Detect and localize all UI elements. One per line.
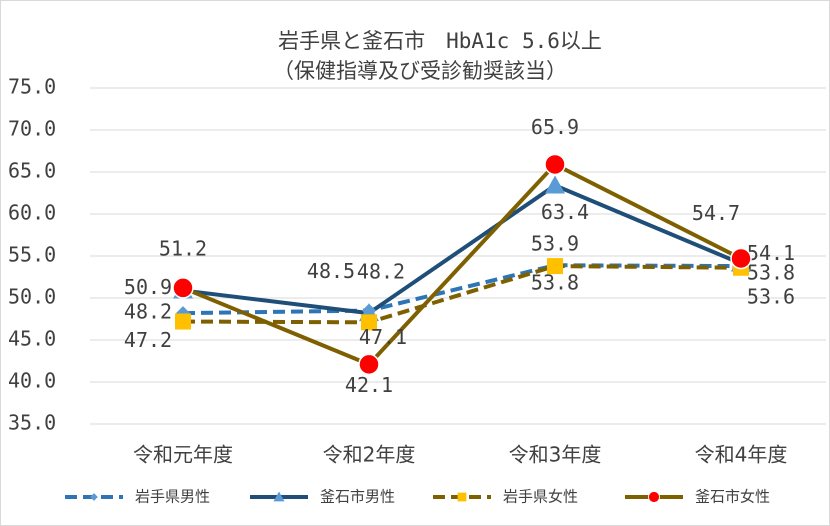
y-tick-label: 45.0 <box>8 327 56 351</box>
legend-label: 岩手県男性 <box>135 488 210 506</box>
value-label: 42.1 <box>345 373 393 397</box>
legend-marker <box>648 491 660 503</box>
x-tick-label: 令和2年度 <box>323 443 416 467</box>
value-label: 53.8 <box>747 261 795 285</box>
data-point <box>175 313 191 330</box>
data-point <box>361 314 377 331</box>
y-tick-label: 75.0 <box>8 75 56 99</box>
x-tick-label: 令和3年度 <box>509 443 602 467</box>
y-tick-label: 40.0 <box>8 369 56 393</box>
legend-label: 岩手県女性 <box>503 488 578 506</box>
x-tick-label: 令和元年度 <box>133 443 233 467</box>
series-line <box>182 264 742 325</box>
y-tick-label: 60.0 <box>8 201 56 225</box>
legend-marker <box>457 492 467 502</box>
series-line <box>182 183 742 316</box>
value-label: 63.4 <box>541 200 589 224</box>
legend-label: 釜石市女性 <box>695 488 770 506</box>
series-line <box>182 161 742 367</box>
value-label: 51.2 <box>159 236 207 260</box>
y-tick-label: 70.0 <box>8 117 56 141</box>
legend-label: 釜石市男性 <box>320 488 395 506</box>
value-label: 48.5 <box>307 259 355 283</box>
legend-marker <box>273 491 285 502</box>
value-label: 50.9 <box>124 275 172 299</box>
data-point <box>358 353 380 376</box>
legend-marker <box>90 493 98 501</box>
data-point <box>172 277 194 299</box>
data-point <box>544 153 566 176</box>
value-label: 65.9 <box>531 115 579 139</box>
value-label: 53.8 <box>531 271 579 295</box>
chart-subtitle: （保健指導及び受診勧奨該当） <box>273 59 567 83</box>
value-label: 54.1 <box>747 241 795 265</box>
data-point <box>545 175 565 194</box>
y-tick-label: 55.0 <box>8 243 56 267</box>
value-label: 48.2 <box>357 260 405 284</box>
data-point <box>730 247 752 270</box>
value-label: 53.9 <box>531 232 579 256</box>
y-tick-label: 65.0 <box>8 159 56 183</box>
value-label: 48.2 <box>124 300 172 324</box>
data-point <box>547 258 563 275</box>
y-tick-label: 35.0 <box>8 411 56 435</box>
value-label: 47.1 <box>359 325 407 349</box>
value-label: 47.2 <box>124 328 172 352</box>
y-tick-label: 50.0 <box>8 285 56 309</box>
value-label: 54.7 <box>692 201 740 225</box>
chart-title: 岩手県と釜石市 HbA1c 5.6以上 <box>278 29 602 53</box>
x-tick-label: 令和4年度 <box>695 443 788 467</box>
value-label: 53.6 <box>747 284 795 308</box>
